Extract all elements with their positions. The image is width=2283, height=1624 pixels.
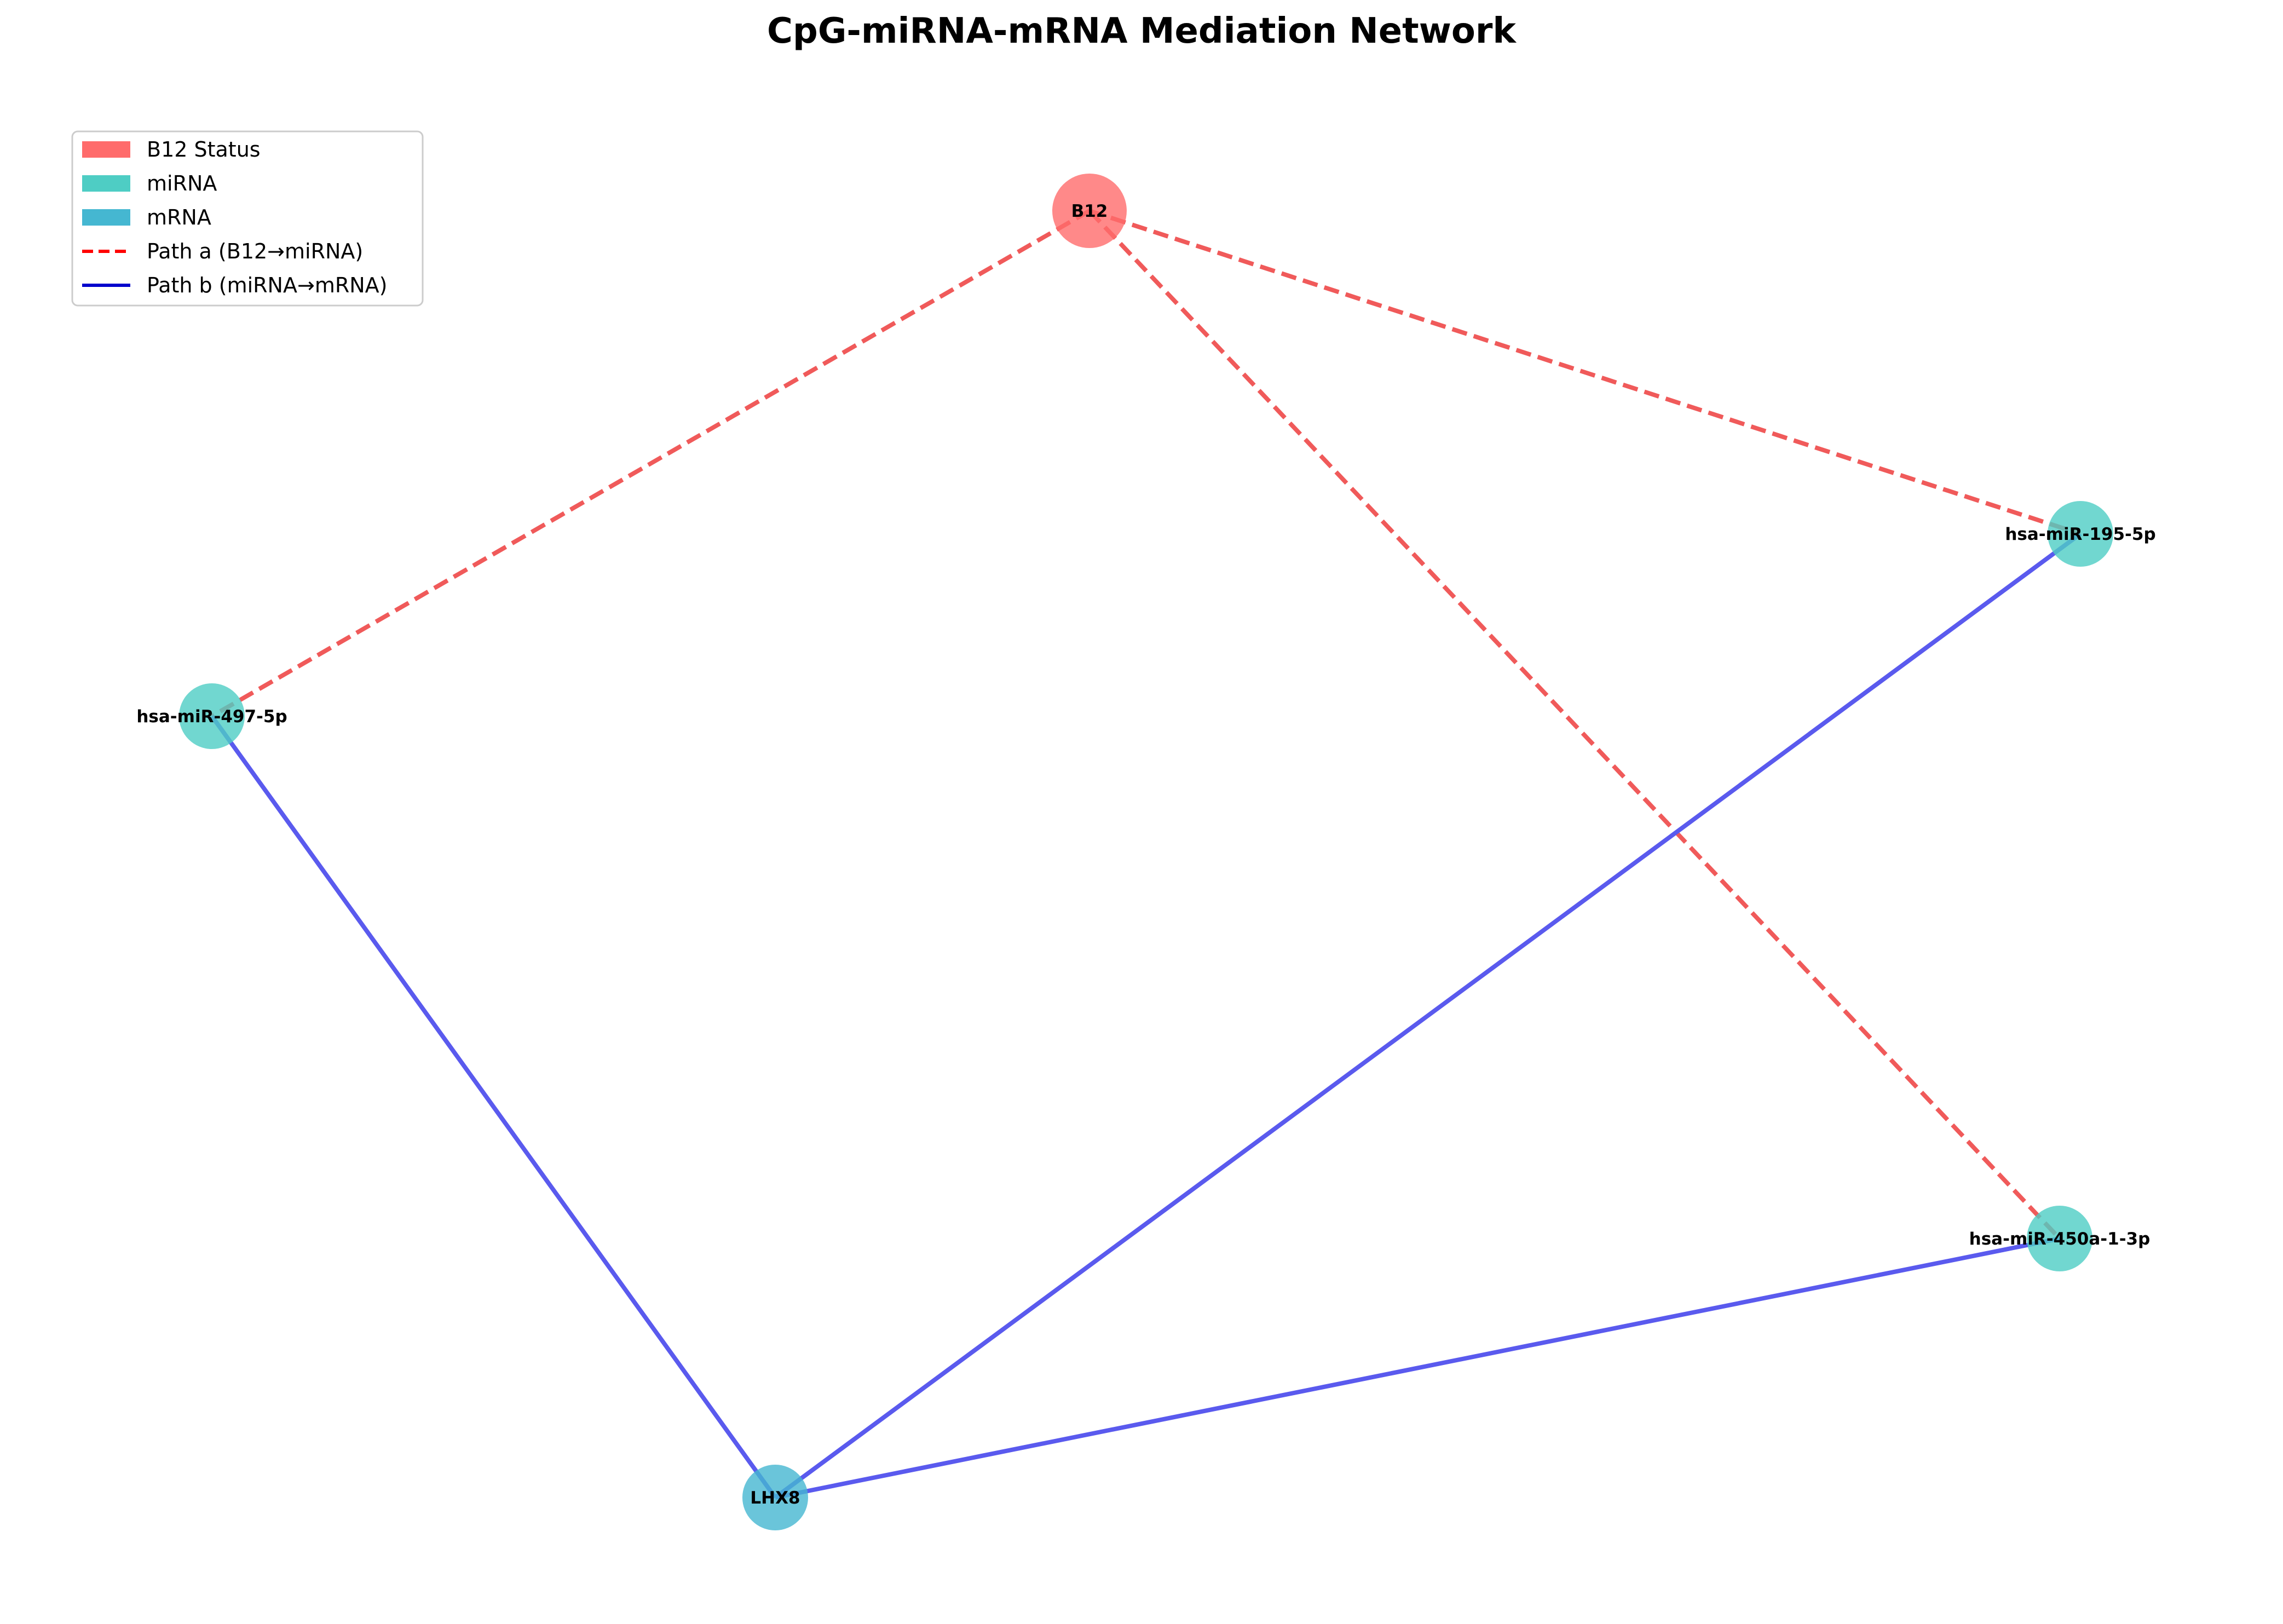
node-mir497-circle[interactable] (179, 683, 245, 749)
edge-path-a-b12-to-mir450 (1088, 209, 2061, 1240)
edge-path-a-b12-to-mir497 (211, 209, 1091, 718)
edge-path-b-mir195-to-lhx8 (774, 532, 2082, 1500)
edge-path-b-mir450-to-lhx8 (775, 1236, 2060, 1500)
node-b12-circle[interactable] (1052, 174, 1127, 248)
edge-path-a-b12-to-mir195 (1088, 209, 2082, 536)
node-lhx8-label: LHX8 (750, 1488, 800, 1508)
legend-swatch-mirna (82, 175, 130, 192)
legend-label-mrna: mRNA (147, 205, 211, 229)
legend-label-b12: B12 Status (147, 137, 261, 162)
node-b12-label: B12 (1071, 201, 1108, 221)
node-mir195-label: hsa-miR-195-5p (2005, 525, 2155, 544)
node-mir497[interactable]: hsa-miR-497-5p (136, 683, 287, 749)
node-mir450-label: hsa-miR-450a-1-3p (1969, 1229, 2151, 1249)
node-lhx8-circle[interactable] (742, 1465, 808, 1530)
legend-label-mirna: miRNA (147, 171, 217, 195)
node-mir450[interactable]: hsa-miR-450a-1-3p (1969, 1206, 2151, 1271)
edge-path-b-mir497-to-lhx8 (210, 715, 777, 1499)
diagram-title: CpG-miRNA-mRNA Mediation Network (767, 11, 1517, 51)
node-mir497-label: hsa-miR-497-5p (136, 707, 287, 727)
legend-swatch-b12 (82, 141, 130, 158)
legend-label-path-a: Path a (B12→miRNA) (147, 239, 363, 263)
node-mir450-circle[interactable] (2027, 1206, 2092, 1271)
legend-label-path-b: Path b (miRNA→mRNA) (147, 273, 388, 297)
legend-frame (71, 130, 424, 307)
node-lhx8[interactable]: LHX8 (742, 1465, 808, 1530)
node-mir195-circle[interactable] (2048, 501, 2113, 567)
legend: B12 Status miRNA mRNA Path a (B12→miRNA)… (71, 130, 424, 307)
node-b12[interactable]: B12 (1052, 174, 1127, 248)
legend-swatch-mrna (82, 209, 130, 226)
edges-layer (210, 209, 2082, 1500)
nodes-layer: B12 hsa-miR-195-5p hsa-miR-497-5p hsa-mi… (136, 174, 2156, 1530)
node-mir195[interactable]: hsa-miR-195-5p (2005, 501, 2156, 567)
